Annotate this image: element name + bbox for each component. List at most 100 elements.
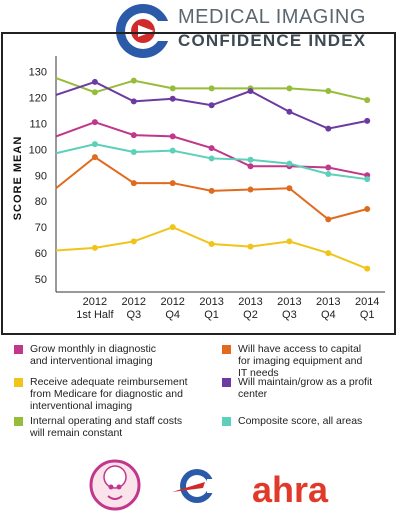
legend-swatch [14, 345, 23, 354]
data-point-diagnostic [91, 119, 98, 126]
data-point-reimbursement [169, 224, 176, 231]
legend-item-diagnostic: Grow monthly in diagnostic and intervent… [14, 343, 156, 367]
x-tick-label: Q4 [321, 309, 336, 321]
legend-swatch [222, 417, 231, 426]
ahra-logo: ahra [252, 469, 329, 510]
data-point-composite [91, 141, 98, 148]
data-point-profit [286, 108, 293, 115]
x-tick-label: 2012 [160, 296, 184, 308]
data-point-composite [325, 171, 332, 177]
legend-label: Internal operating and staff costs will … [30, 415, 183, 439]
data-point-costs [325, 88, 332, 95]
x-tick-label: 2013 [238, 296, 262, 308]
data-point-costs [169, 85, 176, 92]
data-point-capital [91, 154, 98, 161]
legend-item-reimbursement: Receive adequate reimbursement from Medi… [14, 376, 188, 412]
y-tick-label: 110 [29, 118, 47, 130]
data-point-reimbursement [91, 244, 98, 251]
data-point-profit [169, 95, 176, 102]
x-tick-label: Q3 [282, 309, 297, 321]
y-tick-label: 100 [29, 144, 47, 156]
data-point-profit [208, 102, 215, 109]
x-tick-label: Q1 [204, 309, 219, 321]
data-point-composite [247, 156, 254, 163]
y-tick-label: 80 [35, 196, 47, 208]
data-point-costs [364, 97, 371, 104]
data-point-capital [130, 180, 137, 187]
legend-label: Will maintain/grow as a profit center [238, 376, 373, 400]
legend: Grow monthly in diagnostic and intervent… [14, 343, 394, 443]
x-tick-label: 2014 [355, 296, 379, 308]
brand-subtitle: CONFIDENCE INDEX [178, 31, 367, 50]
data-point-capital [325, 216, 332, 223]
data-point-diagnostic [130, 132, 137, 139]
y-axis-label: SCORE MEAN [12, 136, 24, 221]
data-point-capital [364, 206, 371, 213]
x-tick-label: Q1 [360, 309, 375, 321]
data-point-composite [169, 147, 176, 154]
legend-swatch [222, 378, 231, 387]
data-point-capital [247, 186, 254, 193]
data-point-reimbursement [247, 243, 254, 250]
y-tick-label: 60 [35, 248, 47, 260]
granny-mascot-icon [89, 459, 141, 511]
data-point-costs [286, 85, 293, 92]
data-point-costs [130, 77, 137, 84]
data-point-profit [91, 78, 98, 85]
x-tick-label: 2013 [316, 296, 340, 308]
data-point-capital [169, 180, 176, 187]
legend-label: Composite score, all areas [238, 415, 363, 427]
legend-item-costs: Internal operating and staff costs will … [14, 415, 182, 439]
data-point-reimbursement [286, 238, 293, 245]
mici-logo-icon [116, 4, 172, 58]
data-point-diagnostic [208, 145, 215, 152]
x-tick-label: 2013 [277, 296, 301, 308]
data-point-reimbursement [130, 238, 137, 245]
data-point-reimbursement [208, 241, 215, 248]
footer-logos: ahra [0, 455, 400, 516]
data-point-profit [130, 98, 137, 105]
data-point-reimbursement [364, 265, 371, 272]
x-tick-label: 1st Half [76, 309, 114, 321]
x-tick-label: 2012 [83, 296, 107, 308]
legend-item-composite: Composite score, all areas [222, 415, 362, 427]
series-line-reimbursement [55, 226, 368, 270]
y-tick-label: 120 [29, 92, 47, 104]
data-point-reimbursement [325, 250, 332, 257]
legend-item-capital: Will have access to capital for imaging … [222, 343, 362, 379]
y-tick-label: 70 [35, 222, 47, 234]
data-point-costs [91, 89, 98, 96]
data-point-costs [208, 85, 215, 92]
data-point-capital [208, 187, 215, 194]
x-tick-label: 2012 [122, 296, 146, 308]
legend-label: Will have access to capital for imaging … [238, 343, 363, 379]
brand-title: MEDICAL IMAGING [178, 6, 366, 28]
x-tick-label: Q4 [165, 309, 180, 321]
legend-swatch [14, 417, 23, 426]
plot-frame [1, 32, 396, 335]
y-tick-label: 50 [35, 274, 47, 286]
data-point-profit [247, 88, 254, 95]
y-tick-label: 130 [29, 67, 47, 79]
data-point-diagnostic [325, 164, 332, 171]
data-point-composite [286, 160, 293, 167]
legend-label: Grow monthly in diagnostic and intervent… [30, 343, 157, 367]
data-point-composite [364, 176, 371, 183]
data-point-composite [208, 155, 215, 162]
legend-item-profit: Will maintain/grow as a profit center [222, 376, 372, 400]
data-point-capital [286, 185, 293, 192]
x-tick-label: 2013 [199, 296, 223, 308]
data-point-diagnostic [169, 133, 176, 140]
chart: SCORE MEAN 50 60 70 80 90 100 110 120 130 2012 1s… [1, 32, 396, 335]
legend-label: Receive adequate reimbursement from Medi… [30, 376, 188, 412]
x-tick-label: Q2 [243, 309, 258, 321]
header-logo: MEDICAL IMAGING CONFIDENCE INDEX [0, 0, 400, 62]
legend-swatch [14, 378, 23, 387]
data-point-profit [325, 125, 332, 132]
data-point-profit [364, 117, 371, 124]
y-tick-label: 90 [35, 170, 47, 182]
legend-swatch [222, 345, 231, 354]
data-point-composite [130, 148, 137, 155]
data-point-diagnostic [247, 163, 254, 170]
x-tick-label: Q3 [126, 309, 141, 321]
